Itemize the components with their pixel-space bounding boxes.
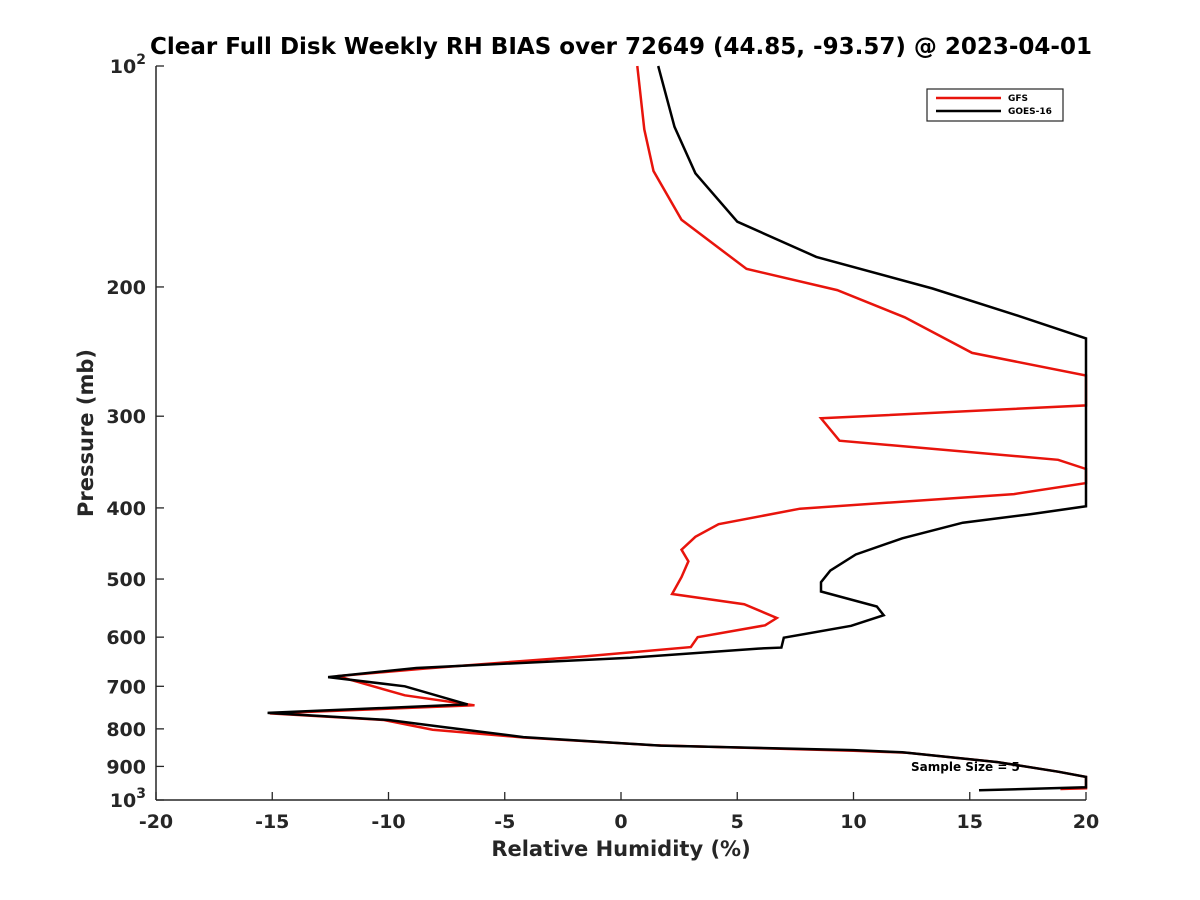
y-tick-label: 103 <box>110 786 146 812</box>
x-tick-label: 15 <box>957 811 983 833</box>
y-tick-label: 102 <box>110 52 146 78</box>
series-line-goes16 <box>267 65 1088 792</box>
x-tick-label: 20 <box>1073 811 1099 833</box>
y-tick-label: 800 <box>106 719 146 741</box>
legend-box <box>926 88 1064 122</box>
y-tick-label: 200 <box>106 277 146 299</box>
x-tick-label: -20 <box>139 811 173 833</box>
y-axis-label: Pressure (mb) <box>74 349 98 517</box>
x-tick-label: 5 <box>731 811 744 833</box>
sample-size-annotation: Sample Size = 5 <box>911 760 1020 774</box>
x-tick-label: 10 <box>840 811 866 833</box>
y-tick-label: 500 <box>106 569 146 591</box>
plot-area <box>267 65 1088 792</box>
x-tick-label: -10 <box>371 811 405 833</box>
y-tick-label: 400 <box>106 498 146 520</box>
y-axis-ticks: 102 200 300 400 500 600 700 800 900 103 <box>106 52 164 812</box>
y-tick-label: 600 <box>106 627 146 649</box>
x-axis-label: Relative Humidity (%) <box>491 837 750 861</box>
x-tick-label: 0 <box>614 811 627 833</box>
legend-label-goes16: GOES-16 <box>1008 107 1052 117</box>
chart-title: Clear Full Disk Weekly RH BIAS over 7264… <box>150 34 1092 60</box>
plot-background <box>156 66 1086 800</box>
legend: GFS GOES-16 <box>926 88 1064 122</box>
y-tick-label: 300 <box>106 406 146 428</box>
x-tick-label: -15 <box>255 811 289 833</box>
x-axis-ticks: -20 -15 -10 -5 0 5 10 15 20 <box>139 792 1099 833</box>
y-tick-label: 900 <box>106 756 146 778</box>
series-line-gfs <box>269 65 1088 791</box>
y-tick-label: 700 <box>106 676 146 698</box>
x-tick-label: -5 <box>494 811 515 833</box>
legend-label-gfs: GFS <box>1008 94 1028 104</box>
